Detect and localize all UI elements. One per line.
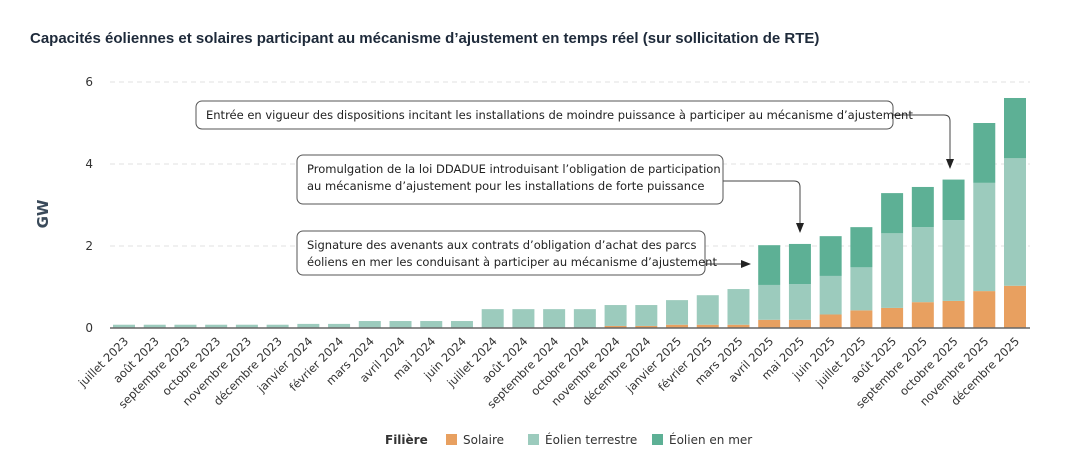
bar-segment-éolien-terrestre <box>727 289 750 325</box>
annotation-arrow <box>893 114 954 169</box>
bar-segment-éolien-terrestre <box>850 267 873 311</box>
bar-segment-éolien-en-mer <box>788 243 811 285</box>
bar-segment-solaire <box>1004 285 1026 328</box>
bar-segment-éolien-terrestre <box>573 309 596 328</box>
y-tick-label: 2 <box>85 239 93 253</box>
bar-segment-éolien-terrestre <box>235 324 258 328</box>
bar-segment-solaire <box>758 319 781 328</box>
bar-segment-éolien-terrestre <box>758 284 781 320</box>
annotation-ddadue-text: Promulgation de la loi DDADUE introduisa… <box>307 162 721 176</box>
annotation-avenants-text: Signature des avenants aux contrats d’ob… <box>307 238 696 252</box>
annotation-dispositions-text: Entrée en vigueur des dispositions incit… <box>206 108 913 122</box>
bar-segment-éolien-terrestre <box>1004 158 1026 286</box>
bar-segment-éolien-terrestre <box>635 305 658 326</box>
legend-swatch <box>652 434 663 445</box>
chart-title: Capacités éoliennes et solaires particip… <box>30 30 820 47</box>
bar-segment-solaire <box>604 325 627 328</box>
bar-segment-éolien-en-mer <box>881 193 904 234</box>
annotation-arrow <box>723 180 804 233</box>
annotation-avenants-text: éoliens en mer les conduisant à particip… <box>307 255 717 269</box>
bar-segment-solaire <box>727 324 750 328</box>
bar-segment-éolien-en-mer <box>758 245 781 285</box>
bar-segment-solaire <box>942 300 965 328</box>
bar-segment-éolien-terrestre <box>358 321 381 328</box>
bar-segment-éolien-en-mer <box>850 227 873 268</box>
annotation-ddadue-text: au mécanisme d’ajustement pour les insta… <box>307 179 705 193</box>
bar-segment-solaire <box>911 302 934 328</box>
bar-segment-éolien-terrestre <box>143 324 166 328</box>
bar-segment-solaire <box>819 314 842 328</box>
bar-segment-solaire <box>696 324 719 328</box>
bar-segment-éolien-terrestre <box>881 233 904 308</box>
bar-segment-éolien-en-mer <box>911 186 934 228</box>
legend-swatch <box>528 434 539 445</box>
bar-segment-solaire <box>788 319 811 328</box>
y-tick-label: 6 <box>85 75 93 89</box>
legend-label: Éolien terrestre <box>545 432 637 447</box>
bar-segment-éolien-terrestre <box>389 321 412 328</box>
y-tick-label: 4 <box>85 157 93 171</box>
legend-title: Filière <box>385 433 428 447</box>
bar-segment-solaire <box>881 307 904 328</box>
bar-segment-éolien-terrestre <box>604 305 627 326</box>
bar-segment-éolien-terrestre <box>911 227 934 303</box>
annotation-ddadue-box <box>296 154 724 205</box>
bar-segment-éolien-terrestre <box>297 323 320 328</box>
annotation-avenants-box <box>296 230 706 276</box>
legend-label: Éolien en mer <box>669 432 752 447</box>
bar-segment-éolien-terrestre <box>543 309 566 328</box>
bar-segment-éolien-terrestre <box>328 323 351 328</box>
y-tick-label: 0 <box>85 321 93 335</box>
bar-segment-éolien-terrestre <box>666 300 689 325</box>
y-axis-label: GW <box>34 199 52 228</box>
bar-segment-solaire <box>850 310 873 328</box>
bar-segment-éolien-terrestre <box>420 321 443 328</box>
bar-segment-solaire <box>973 291 996 328</box>
bar-segment-éolien-terrestre <box>696 295 719 325</box>
bar-segment-éolien-terrestre <box>450 321 473 328</box>
legend-label: Solaire <box>463 433 504 447</box>
bar-segment-éolien-terrestre <box>481 309 504 328</box>
bar-segment-éolien-en-mer <box>973 123 996 183</box>
annotation-dispositions-box <box>195 100 894 130</box>
bar-segment-éolien-terrestre <box>819 275 842 315</box>
bar-segment-éolien-terrestre <box>942 220 965 301</box>
bar-segment-solaire <box>635 325 658 328</box>
bar-segment-éolien-terrestre <box>205 324 228 328</box>
bar-segment-éolien-en-mer <box>1004 97 1026 159</box>
bar-segment-éolien-terrestre <box>113 324 135 328</box>
bar-segment-éolien-terrestre <box>973 182 996 292</box>
bar-segment-éolien-terrestre <box>788 284 811 320</box>
bar-segment-solaire <box>666 324 689 328</box>
bar-segment-éolien-terrestre <box>512 309 535 328</box>
legend-swatch <box>446 434 457 445</box>
bar-segment-éolien-en-mer <box>819 236 842 276</box>
bar-segment-éolien-en-mer <box>942 179 965 221</box>
bar-segment-éolien-terrestre <box>266 324 289 328</box>
bar-segment-éolien-terrestre <box>174 324 197 328</box>
